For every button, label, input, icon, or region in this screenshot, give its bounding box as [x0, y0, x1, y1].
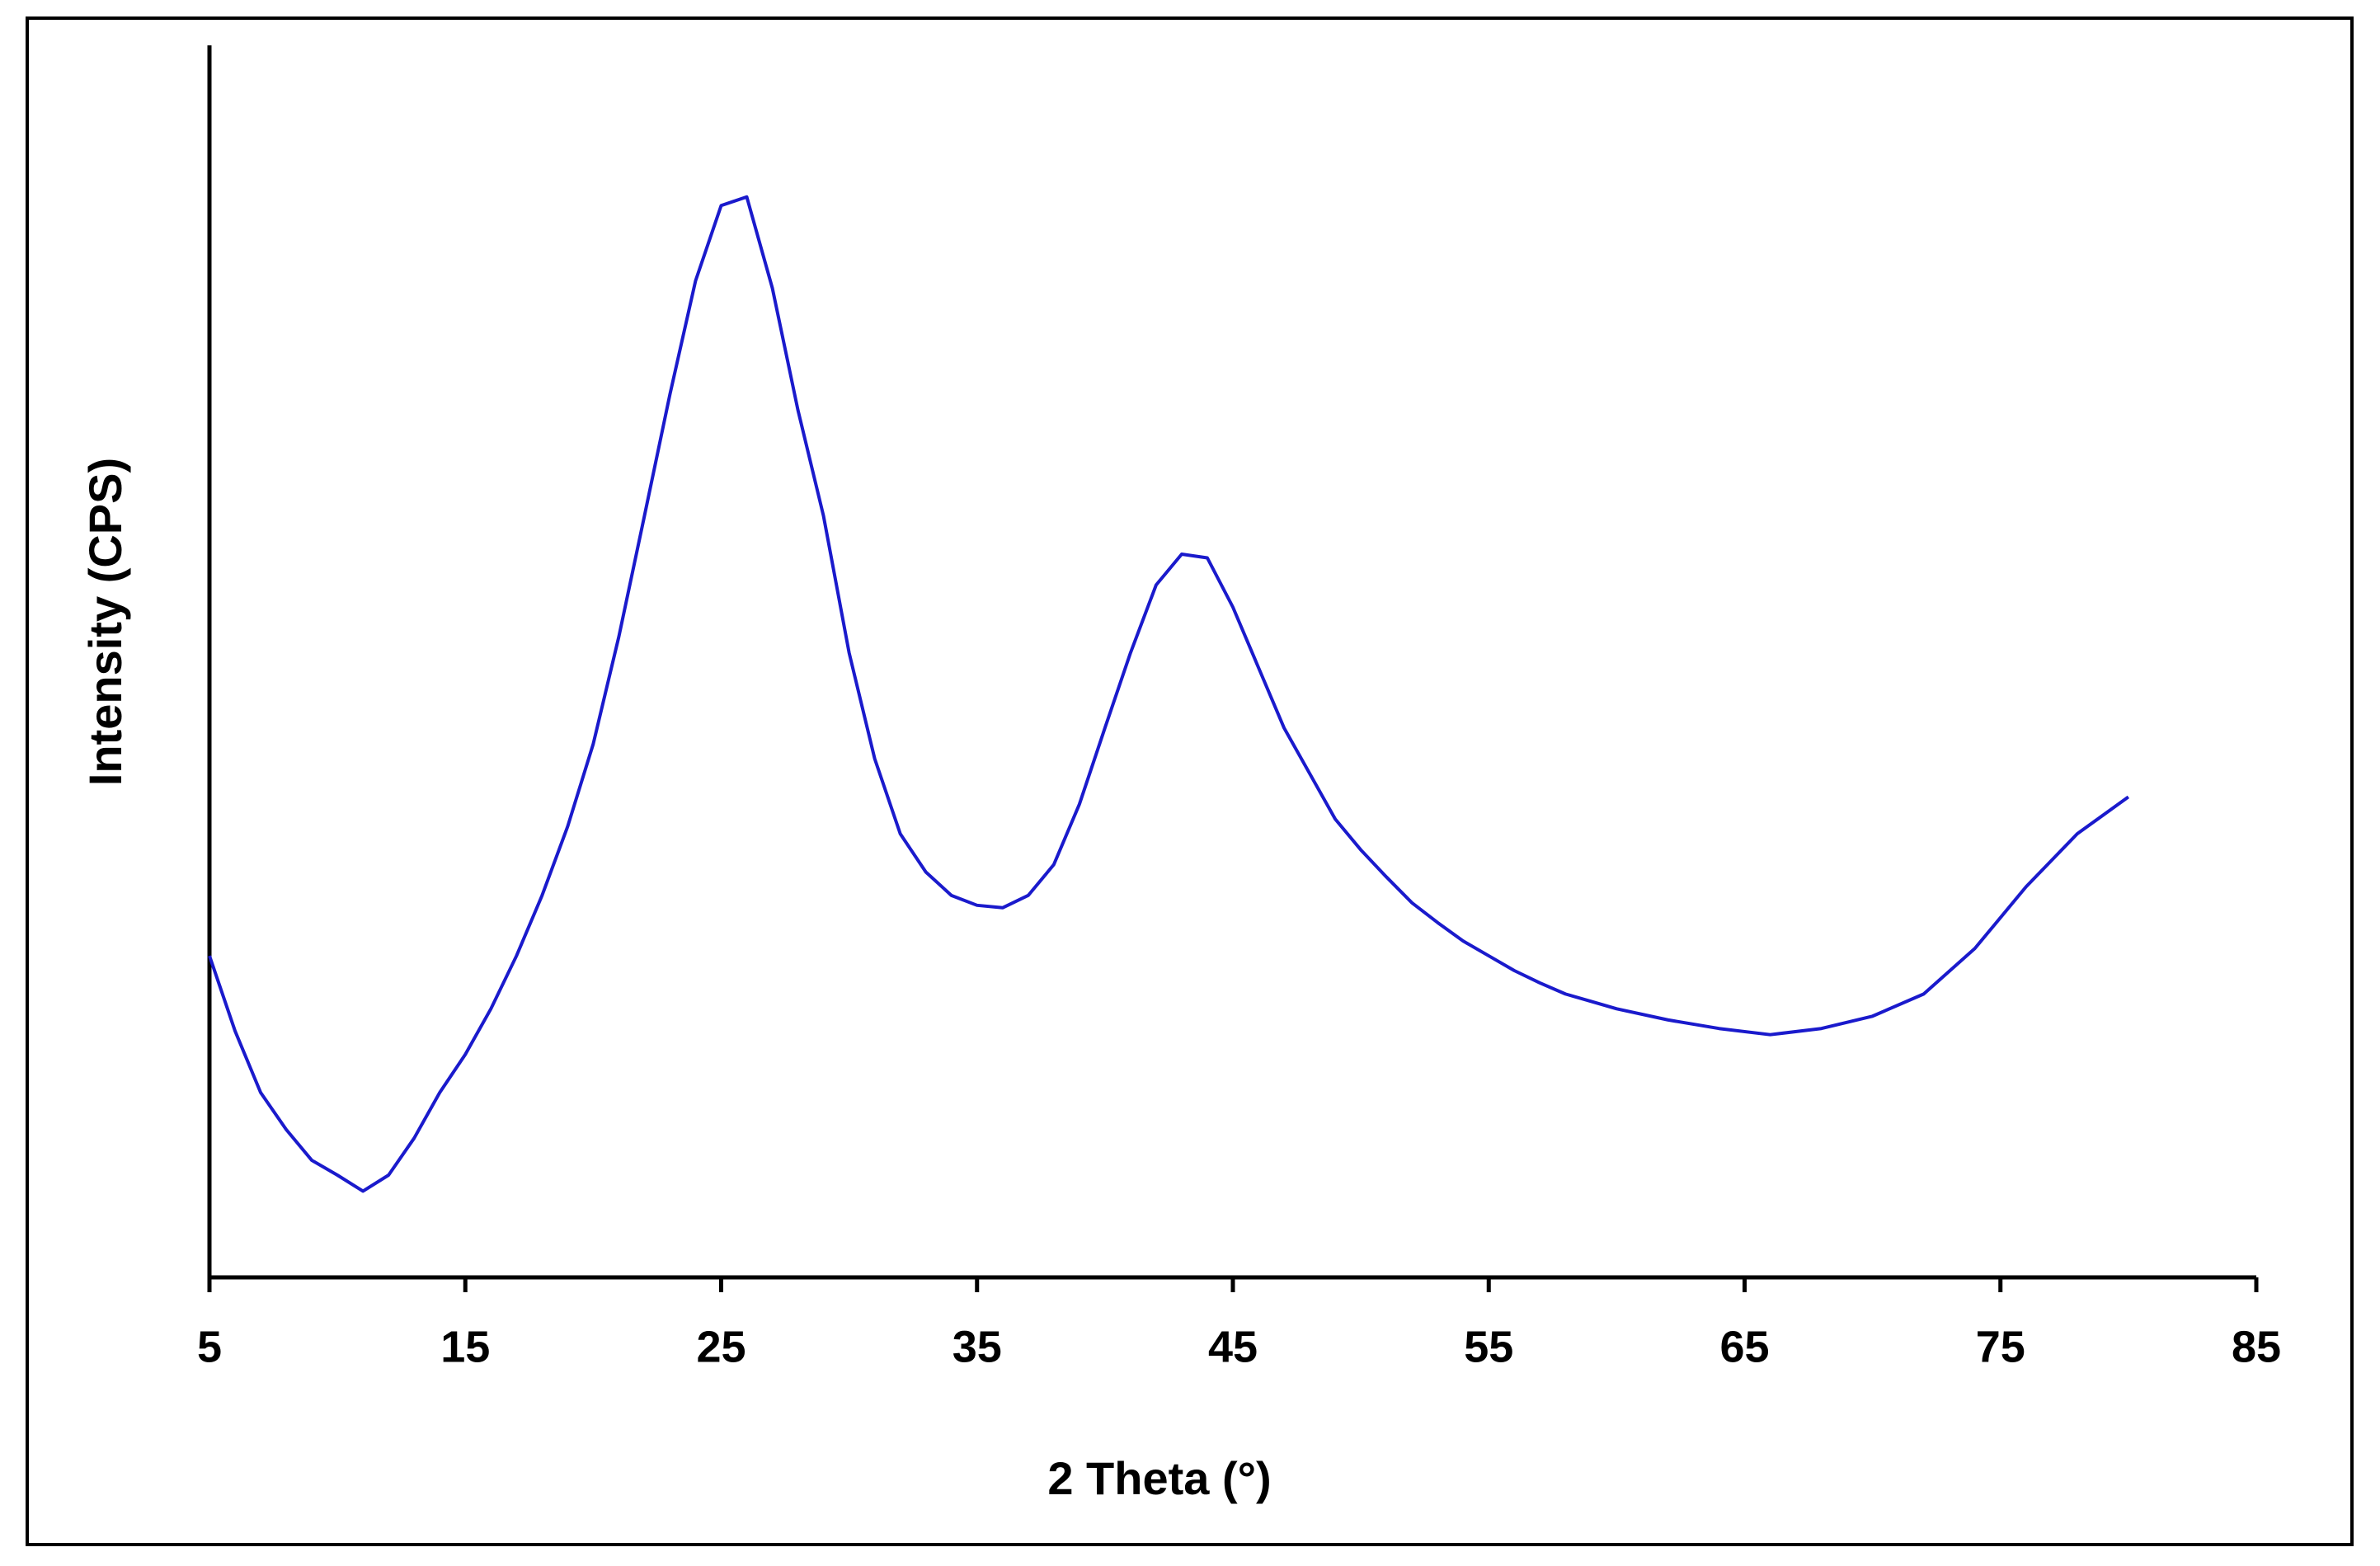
x-axis-label: 2 Theta (°): [1047, 1452, 1271, 1504]
x-tick-label: 25: [696, 1322, 746, 1371]
data-line: [208, 195, 2130, 1193]
x-tick-label: 85: [2232, 1322, 2281, 1371]
x-tick-label: 65: [1719, 1322, 1769, 1371]
x-tick-label: 75: [1976, 1322, 2025, 1371]
x-tick-label: 55: [1464, 1322, 1513, 1371]
y-axis-label: Intensity (CPS): [79, 458, 131, 786]
x-tick-label: 45: [1208, 1322, 1258, 1371]
x-tick-label: 15: [440, 1322, 490, 1371]
x-tick-label: 5: [197, 1322, 222, 1371]
x-tick-label: 35: [952, 1322, 1002, 1371]
chart-border: [26, 16, 2354, 1546]
